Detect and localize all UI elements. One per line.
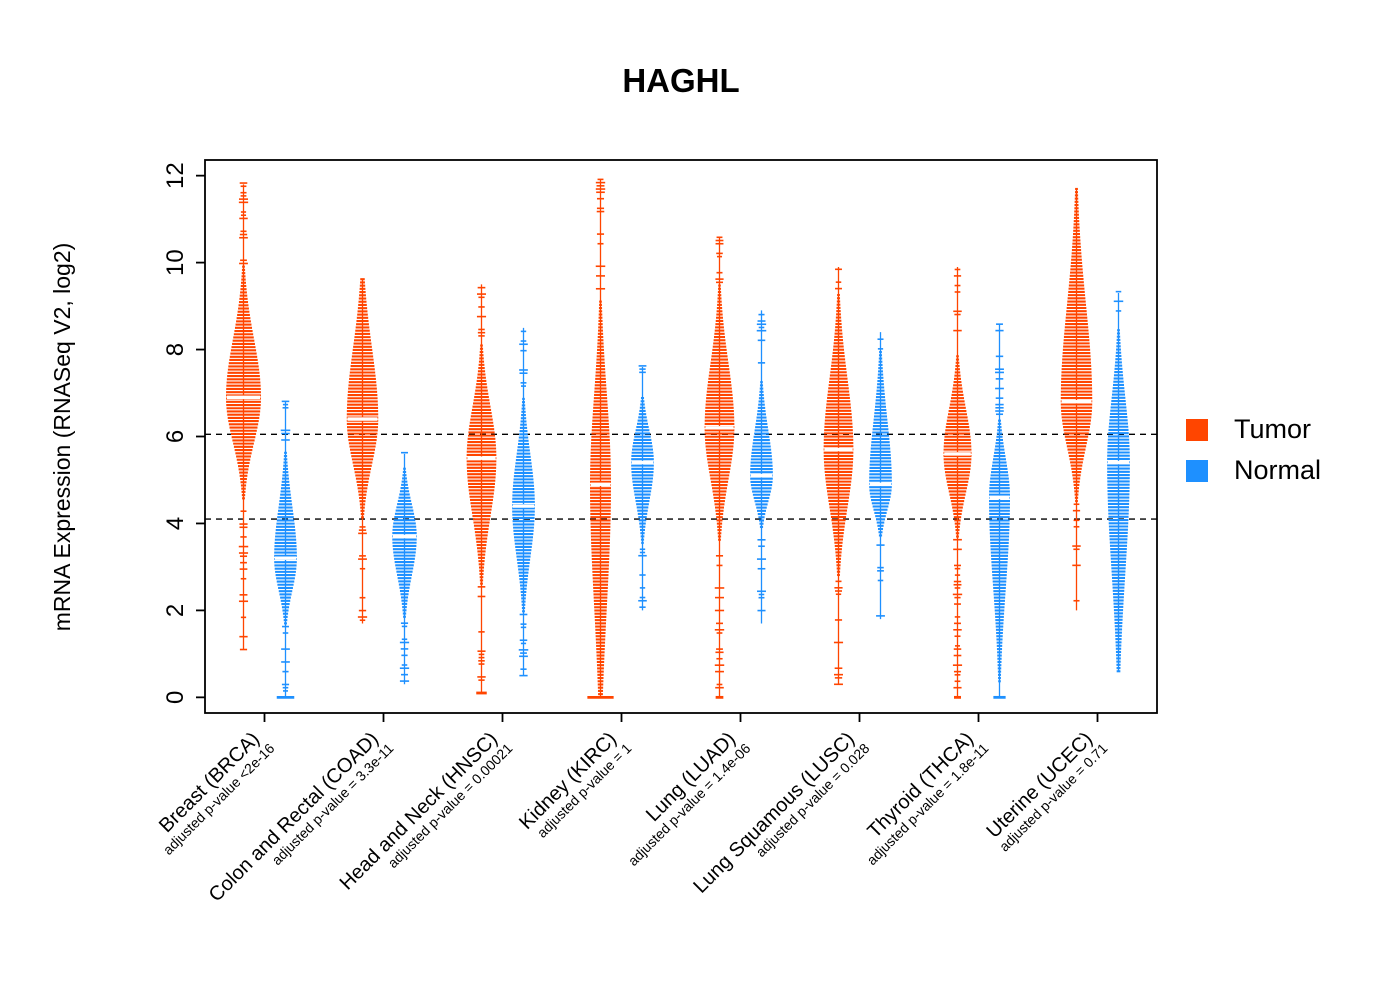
legend-label-normal: Normal (1234, 455, 1321, 485)
chart-title: HAGHL (622, 62, 739, 99)
x-category-group: Kidney (KIRC)adjusted p-value = 1 (515, 728, 635, 841)
violin-normal-2 (512, 327, 535, 677)
y-tick-label: 4 (162, 517, 189, 530)
violin-tumor-5 (823, 266, 854, 686)
y-tick-label: 6 (162, 430, 189, 443)
y-axis-title: mRNA Expression (RNASeq V2, log2) (49, 243, 75, 632)
violin-tumor-0 (226, 182, 261, 651)
violin-normal-7 (1107, 290, 1130, 673)
violin-tumor-7 (1060, 187, 1093, 611)
plot-border (204, 159, 1158, 714)
x-category-group: Uterine (UCEC)adjusted p-value = 0.71 (982, 728, 1110, 855)
x-category-group: Thyroid (THCA)adjusted p-value = 1.8e-11 (863, 728, 991, 868)
violin-groups (226, 178, 1130, 699)
violin-tumor-3 (587, 178, 614, 699)
y-axis: 0 2 4 6 8 10 12 (162, 162, 205, 704)
legend: Tumor Normal (1186, 414, 1321, 485)
violin-tumor-2 (466, 284, 497, 695)
y-tick-label: 10 (162, 249, 189, 276)
violin-normal-6 (989, 323, 1010, 699)
y-tick-label: 8 (162, 343, 189, 356)
violin-normal-1 (392, 451, 417, 685)
x-category-label: Breast (BRCA) (155, 728, 264, 837)
violin-tumor-6 (943, 266, 972, 699)
violin-normal-4 (750, 310, 773, 624)
violin-tumor-1 (346, 278, 379, 624)
y-tick-label: 12 (162, 162, 189, 189)
x-category-label: Kidney (KIRC) (515, 728, 621, 834)
y-tick-label: 2 (162, 604, 189, 617)
x-category-label: Thyroid (THCA) (863, 728, 978, 843)
legend-swatch-normal (1186, 460, 1208, 482)
x-category-label: Uterine (UCEC) (982, 728, 1097, 843)
violin-normal-5 (869, 332, 892, 620)
violin-normal-0 (274, 400, 297, 699)
violin-normal-3 (631, 365, 654, 611)
x-axis: Breast (BRCA)adjusted p-value <2e-16Colo… (155, 713, 1111, 906)
legend-swatch-tumor (1186, 419, 1208, 441)
violin-tumor-4 (704, 236, 735, 699)
y-tick-label: 0 (162, 691, 189, 704)
x-pvalue-label: adjusted p-value = 0.00021 (384, 740, 515, 871)
x-pvalue-label: adjusted p-value = 1.8e-11 (863, 740, 991, 868)
threshold-lines (205, 433, 1157, 520)
legend-label-tumor: Tumor (1234, 414, 1311, 444)
